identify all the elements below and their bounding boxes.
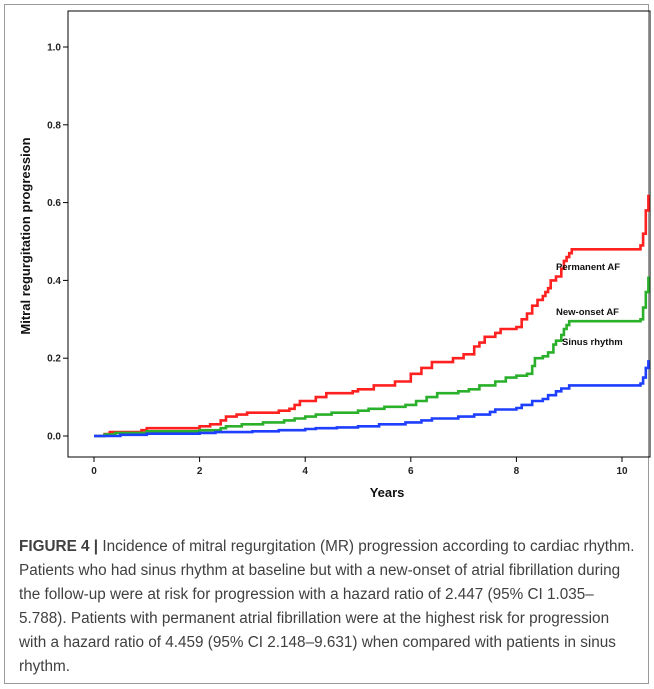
- series-label: New-onset AF: [556, 307, 619, 318]
- x-tick-label: 0: [91, 466, 97, 477]
- y-tick-label: 0.4: [47, 276, 61, 287]
- series-label: Permanent AF: [556, 262, 620, 273]
- x-tick-label: 10: [616, 466, 628, 477]
- series-line-new-onset-af: [94, 276, 650, 438]
- y-tick-label: 0.6: [47, 198, 61, 209]
- y-tick-label: 0.0: [47, 432, 61, 443]
- figure-caption: FIGURE 4 | Incidence of mitral regurgita…: [19, 535, 639, 679]
- axes: 0.0 0.2 0.4 0.6 0.8 1.0 0 2 4 6 8 10: [47, 10, 651, 477]
- caption-label: FIGURE 4 |: [19, 538, 99, 555]
- y-tick-label: 1.0: [47, 43, 61, 54]
- km-chart: 0.0 0.2 0.4 0.6 0.8 1.0 0 2 4 6 8 10 Permanent AF Ne…: [18, 10, 651, 500]
- series-line-sinus-rhythm: [94, 360, 650, 438]
- x-tick-label: 2: [197, 466, 203, 477]
- series-layer: [94, 194, 650, 438]
- series-labels: Permanent AF New-onset AF Sinus rhythm: [556, 262, 623, 348]
- x-axis-title: Years: [370, 485, 405, 500]
- series-label: Sinus rhythm: [562, 337, 623, 348]
- series-line-permanent-af: [94, 194, 650, 438]
- plot-border: [67, 10, 651, 458]
- x-tick-label: 8: [514, 466, 520, 477]
- x-tick-label: 6: [408, 466, 414, 477]
- y-tick-label: 0.8: [47, 120, 61, 131]
- x-tick-label: 4: [302, 466, 308, 477]
- y-tick-label: 0.2: [47, 354, 61, 365]
- y-axis-title: Mitral regurgitation progression: [18, 137, 33, 334]
- figure-frame: [4, 4, 649, 684]
- caption-text: Incidence of mitral regurgitation (MR) p…: [19, 538, 635, 675]
